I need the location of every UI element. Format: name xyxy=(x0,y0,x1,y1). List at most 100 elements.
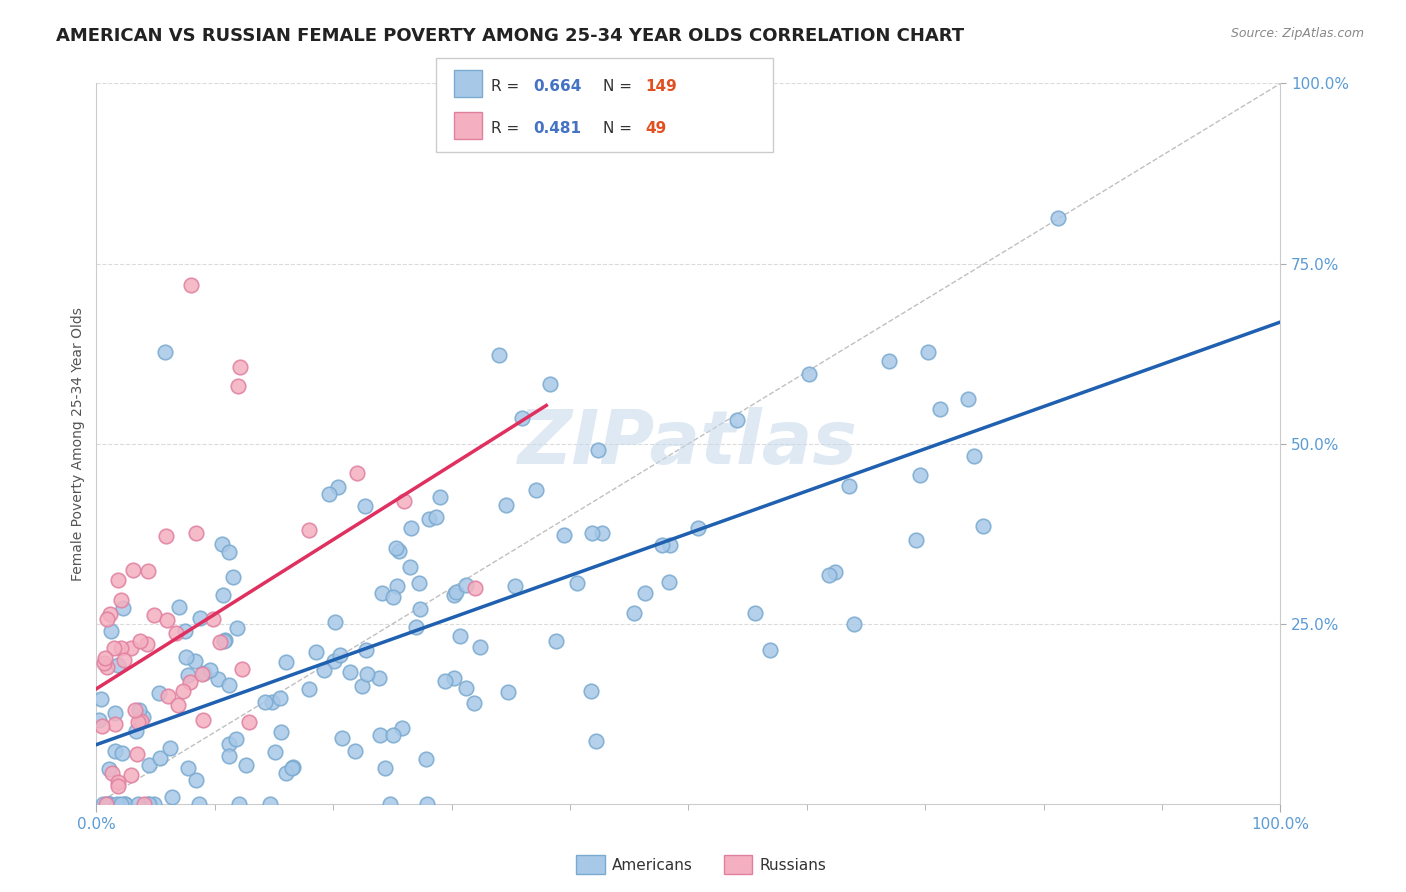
Point xyxy=(221,570,243,584)
Point xyxy=(127,714,149,729)
Text: Source: ZipAtlas.com: Source: ZipAtlas.com xyxy=(1230,27,1364,40)
Point xyxy=(405,620,427,634)
Point xyxy=(225,732,247,747)
Point xyxy=(274,655,297,669)
Point xyxy=(524,483,547,498)
Point xyxy=(904,533,927,548)
Point xyxy=(374,761,396,775)
Point xyxy=(228,379,250,393)
Point xyxy=(138,797,160,812)
Point xyxy=(356,667,378,681)
Point xyxy=(378,797,401,812)
Point xyxy=(443,671,465,685)
Point xyxy=(385,541,408,555)
Point xyxy=(623,606,645,620)
Point xyxy=(87,713,110,727)
Point xyxy=(418,512,440,526)
Point xyxy=(488,348,510,362)
Text: N =: N = xyxy=(603,78,637,94)
Point xyxy=(908,468,931,483)
Point xyxy=(218,737,240,751)
Point xyxy=(382,728,405,742)
Point xyxy=(90,719,112,733)
Point xyxy=(174,650,197,665)
Point xyxy=(201,612,224,626)
Point xyxy=(305,645,328,659)
Point xyxy=(96,612,118,626)
Point xyxy=(96,797,118,812)
Point xyxy=(142,797,165,812)
Point xyxy=(94,797,117,812)
Point xyxy=(274,766,297,780)
Point xyxy=(544,634,567,648)
Point xyxy=(371,585,394,599)
Point xyxy=(132,797,155,812)
Point xyxy=(368,728,391,742)
Point xyxy=(367,671,389,685)
Point xyxy=(148,686,170,700)
Point xyxy=(586,442,609,457)
Point xyxy=(93,651,115,665)
Point xyxy=(354,499,377,513)
Point xyxy=(112,601,135,615)
Point xyxy=(104,744,127,758)
Point xyxy=(591,526,613,541)
Point xyxy=(129,714,152,729)
Text: Russians: Russians xyxy=(759,858,827,872)
Point xyxy=(114,797,136,812)
Point xyxy=(159,740,181,755)
Point xyxy=(207,673,229,687)
Point xyxy=(824,565,846,579)
Point xyxy=(177,668,200,682)
Text: N =: N = xyxy=(603,121,637,136)
Point xyxy=(581,684,603,698)
Point xyxy=(388,544,411,558)
Point xyxy=(391,722,413,736)
Point xyxy=(879,354,901,368)
Point xyxy=(344,744,367,758)
Point xyxy=(157,689,180,703)
Point xyxy=(339,665,361,679)
Point xyxy=(385,579,408,593)
Point xyxy=(97,797,120,812)
Point xyxy=(191,667,214,681)
Point xyxy=(415,752,437,766)
Point xyxy=(416,797,439,812)
Point xyxy=(160,789,183,804)
Point xyxy=(107,573,129,587)
Point xyxy=(495,498,517,512)
Point xyxy=(136,637,159,651)
Point xyxy=(107,658,129,673)
Point xyxy=(93,797,115,812)
Point xyxy=(122,563,145,577)
Point xyxy=(408,601,430,615)
Point xyxy=(132,710,155,724)
Point xyxy=(93,656,115,670)
Text: R =: R = xyxy=(491,121,524,136)
Text: 0.664: 0.664 xyxy=(533,78,581,94)
Point xyxy=(838,478,860,492)
Point xyxy=(503,579,526,593)
Point xyxy=(963,449,986,463)
Point xyxy=(110,593,132,607)
Point xyxy=(917,345,939,359)
Point xyxy=(323,615,346,629)
Point xyxy=(228,797,250,812)
Point xyxy=(581,526,603,541)
Point xyxy=(143,608,166,623)
Text: 49: 49 xyxy=(645,121,666,136)
Point xyxy=(124,703,146,717)
Point xyxy=(225,622,247,636)
Point xyxy=(167,698,190,712)
Point xyxy=(634,586,657,600)
Point xyxy=(425,509,447,524)
Y-axis label: Female Poverty Among 25-34 Year Olds: Female Poverty Among 25-34 Year Olds xyxy=(72,307,86,581)
Point xyxy=(198,663,221,677)
Point xyxy=(444,585,467,599)
Point xyxy=(298,524,321,538)
Point xyxy=(658,574,681,589)
Point xyxy=(744,607,766,621)
Point xyxy=(177,761,200,775)
Point xyxy=(125,724,148,739)
Point xyxy=(107,779,129,793)
